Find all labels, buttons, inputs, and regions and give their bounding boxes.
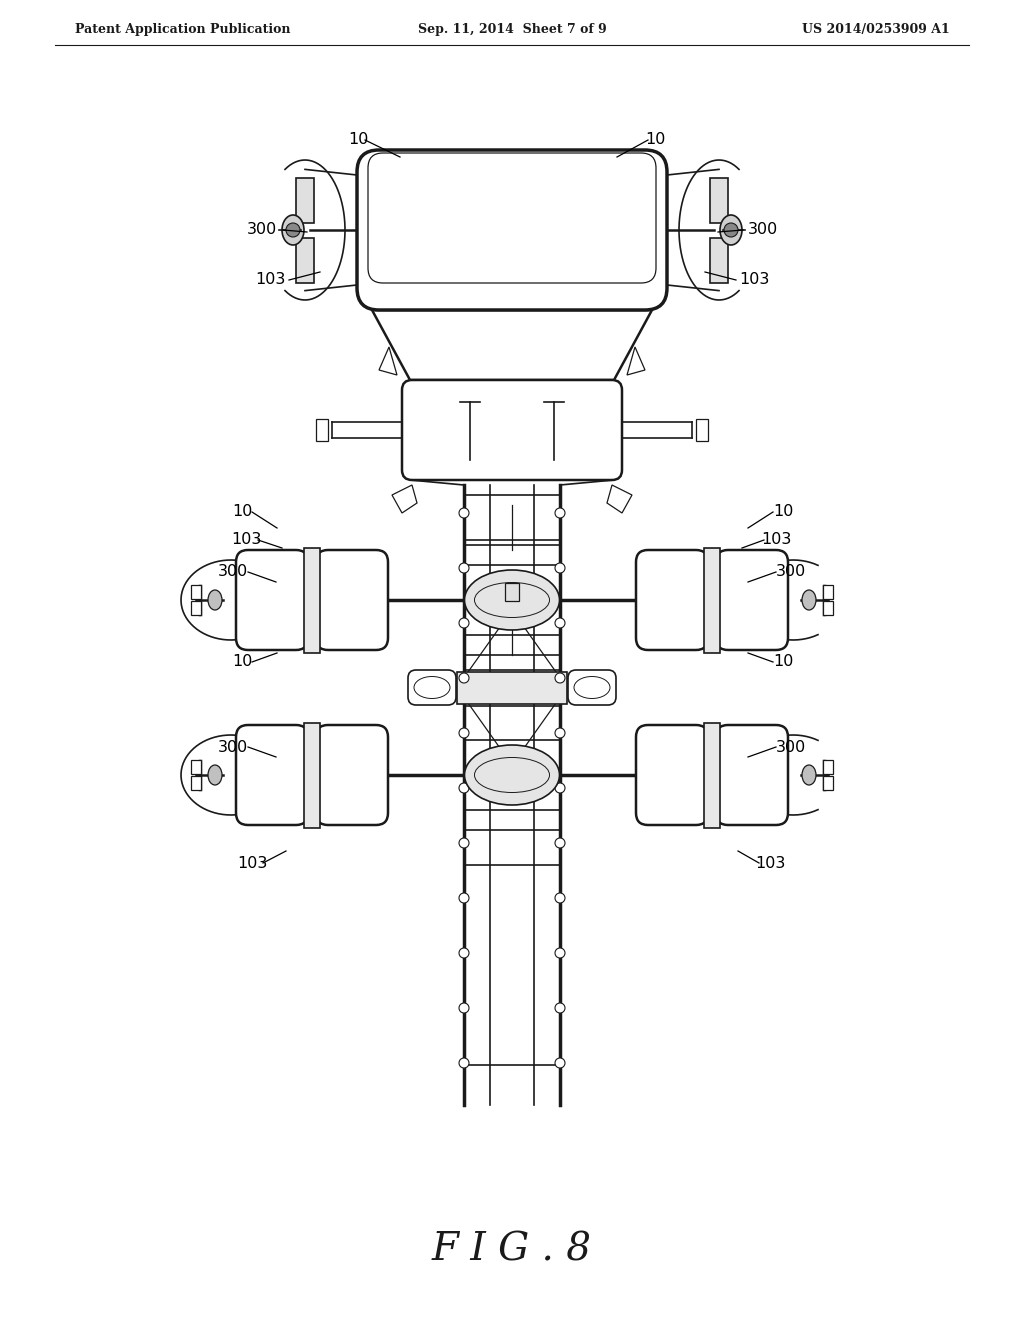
Polygon shape bbox=[392, 484, 417, 513]
Circle shape bbox=[459, 838, 469, 847]
Bar bbox=[191, 760, 201, 774]
FancyBboxPatch shape bbox=[402, 380, 622, 480]
Circle shape bbox=[555, 618, 565, 628]
Bar bbox=[823, 585, 833, 599]
Ellipse shape bbox=[208, 766, 222, 785]
Bar bbox=[696, 418, 708, 441]
Circle shape bbox=[555, 1003, 565, 1012]
Bar bbox=[304, 548, 319, 652]
FancyBboxPatch shape bbox=[408, 671, 456, 705]
Text: 300: 300 bbox=[776, 739, 806, 755]
Text: 300: 300 bbox=[776, 565, 806, 579]
Text: 103: 103 bbox=[237, 855, 267, 870]
Bar bbox=[457, 672, 567, 704]
Ellipse shape bbox=[465, 570, 559, 630]
Bar bbox=[823, 601, 833, 615]
FancyBboxPatch shape bbox=[316, 725, 388, 825]
Text: 10: 10 bbox=[773, 655, 794, 669]
Bar bbox=[191, 776, 201, 789]
Text: 10: 10 bbox=[645, 132, 666, 148]
Circle shape bbox=[555, 508, 565, 517]
FancyBboxPatch shape bbox=[636, 725, 708, 825]
Text: 300: 300 bbox=[748, 223, 778, 238]
Ellipse shape bbox=[208, 590, 222, 610]
FancyBboxPatch shape bbox=[636, 550, 708, 649]
Bar bbox=[316, 418, 328, 441]
Text: Patent Application Publication: Patent Application Publication bbox=[75, 22, 291, 36]
Bar bbox=[705, 722, 720, 828]
Bar bbox=[191, 601, 201, 615]
FancyBboxPatch shape bbox=[316, 550, 388, 649]
Circle shape bbox=[286, 223, 300, 238]
Text: 10: 10 bbox=[348, 132, 369, 148]
Circle shape bbox=[459, 783, 469, 793]
Bar bbox=[304, 722, 319, 828]
FancyBboxPatch shape bbox=[368, 153, 656, 282]
Circle shape bbox=[555, 838, 565, 847]
Circle shape bbox=[555, 783, 565, 793]
FancyBboxPatch shape bbox=[568, 671, 616, 705]
Text: 103: 103 bbox=[230, 532, 261, 548]
Polygon shape bbox=[627, 347, 645, 375]
Ellipse shape bbox=[465, 744, 559, 805]
Text: 103: 103 bbox=[738, 272, 769, 288]
Circle shape bbox=[459, 618, 469, 628]
Bar bbox=[191, 585, 201, 599]
Circle shape bbox=[459, 948, 469, 958]
Circle shape bbox=[555, 1059, 565, 1068]
Bar bbox=[505, 583, 519, 601]
Text: F I G . 8: F I G . 8 bbox=[432, 1232, 592, 1269]
Polygon shape bbox=[379, 347, 397, 375]
Ellipse shape bbox=[802, 590, 816, 610]
Ellipse shape bbox=[282, 215, 304, 246]
Ellipse shape bbox=[802, 766, 816, 785]
Circle shape bbox=[459, 673, 469, 682]
Circle shape bbox=[459, 1059, 469, 1068]
Text: Sep. 11, 2014  Sheet 7 of 9: Sep. 11, 2014 Sheet 7 of 9 bbox=[418, 22, 606, 36]
Circle shape bbox=[555, 948, 565, 958]
Bar bbox=[705, 548, 720, 652]
Bar bbox=[296, 238, 314, 282]
Text: 103: 103 bbox=[761, 532, 792, 548]
Circle shape bbox=[555, 564, 565, 573]
Circle shape bbox=[459, 1003, 469, 1012]
Circle shape bbox=[459, 564, 469, 573]
FancyBboxPatch shape bbox=[716, 725, 788, 825]
Text: US 2014/0253909 A1: US 2014/0253909 A1 bbox=[802, 22, 950, 36]
Text: 10: 10 bbox=[231, 504, 252, 520]
Circle shape bbox=[555, 894, 565, 903]
FancyBboxPatch shape bbox=[236, 725, 308, 825]
Text: 300: 300 bbox=[247, 223, 278, 238]
Circle shape bbox=[459, 894, 469, 903]
Polygon shape bbox=[607, 484, 632, 513]
Bar bbox=[296, 177, 314, 223]
Text: 300: 300 bbox=[218, 739, 248, 755]
Circle shape bbox=[724, 223, 738, 238]
Bar bbox=[823, 760, 833, 774]
Bar bbox=[710, 238, 728, 282]
Circle shape bbox=[555, 673, 565, 682]
Text: 10: 10 bbox=[231, 655, 252, 669]
Ellipse shape bbox=[720, 215, 742, 246]
FancyBboxPatch shape bbox=[716, 550, 788, 649]
FancyBboxPatch shape bbox=[236, 550, 308, 649]
Bar bbox=[823, 776, 833, 789]
Polygon shape bbox=[372, 310, 652, 380]
Circle shape bbox=[459, 508, 469, 517]
FancyBboxPatch shape bbox=[357, 150, 667, 310]
Text: 103: 103 bbox=[255, 272, 286, 288]
Text: 10: 10 bbox=[773, 504, 794, 520]
Text: 103: 103 bbox=[755, 855, 785, 870]
Bar bbox=[710, 177, 728, 223]
Circle shape bbox=[459, 729, 469, 738]
Circle shape bbox=[555, 729, 565, 738]
Text: 300: 300 bbox=[218, 565, 248, 579]
